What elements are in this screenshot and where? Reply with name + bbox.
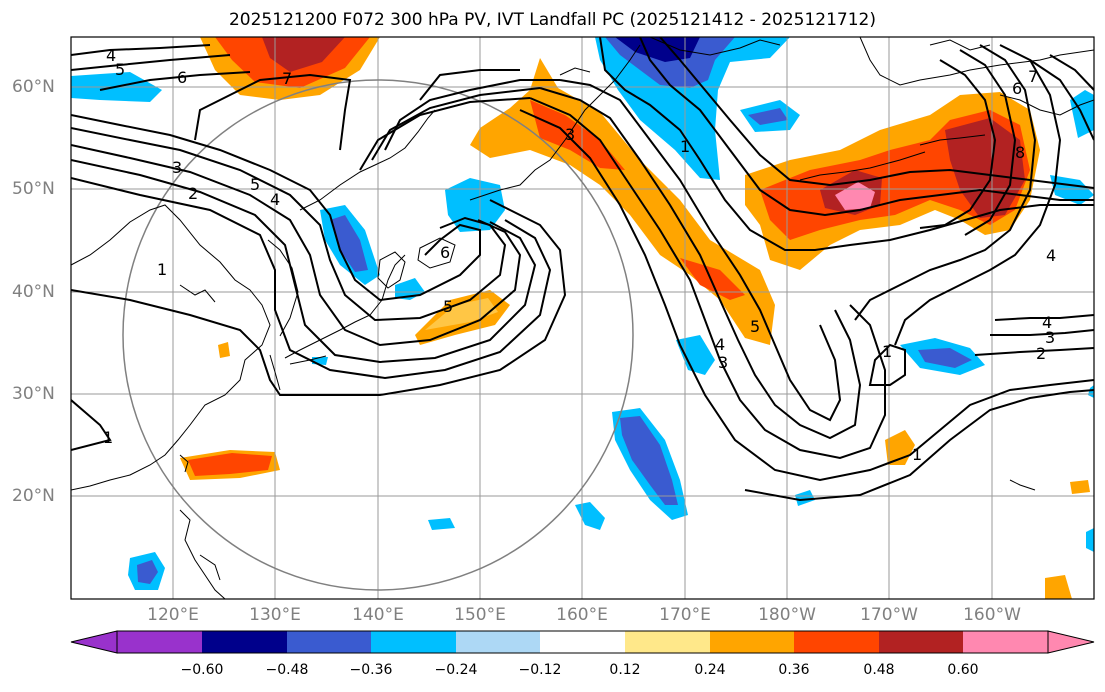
map-title: 2025121200 F072 300 hPa PV, IVT Landfall… bbox=[228, 10, 876, 30]
contour-label-group: 4 5 6 7 5 4 3 2 1 1 6 5 3 1 8 6 7 4 4 3 … bbox=[103, 46, 1056, 464]
colorbar-tick-label: −0.36 bbox=[349, 662, 393, 678]
colorbar-bin bbox=[879, 631, 963, 653]
contour-label: 5 bbox=[250, 175, 260, 194]
longitude-label: 150°E bbox=[454, 605, 506, 625]
contour-label: 5 bbox=[750, 317, 760, 336]
contour-label: 6 bbox=[177, 68, 187, 87]
colorbar-bin bbox=[287, 631, 371, 653]
contour-label: 2 bbox=[1036, 344, 1046, 363]
longitude-label: 160°W bbox=[963, 605, 1021, 625]
contour-label: 4 bbox=[106, 46, 116, 65]
colorbar-tick-label: −0.12 bbox=[518, 662, 562, 678]
colorbar-bin bbox=[710, 631, 794, 653]
latitude-label: 40°N bbox=[12, 282, 55, 302]
colorbar-bin bbox=[540, 631, 625, 653]
contour-label: 5 bbox=[115, 60, 125, 79]
longitude-label: 120°E bbox=[147, 605, 199, 625]
longitude-label: 140°E bbox=[352, 605, 404, 625]
contour-label: 4 bbox=[715, 335, 725, 354]
contour-label: 2 bbox=[188, 184, 198, 203]
pv-shading bbox=[71, 37, 1094, 599]
pv-negative-anomaly-north bbox=[595, 37, 790, 180]
colorbar-tick-label: 0.24 bbox=[694, 662, 726, 678]
contour-label: 1 bbox=[157, 260, 167, 279]
longitude-label: 180°W bbox=[758, 605, 816, 625]
longitude-label: 160°E bbox=[556, 605, 608, 625]
longitude-label: 170°W bbox=[860, 605, 918, 625]
colorbar-tick-label: 0.48 bbox=[863, 662, 895, 678]
colorbar-tick-label: 0.60 bbox=[947, 662, 979, 678]
colorbar-bin bbox=[117, 631, 202, 653]
colorbar-tick-label: −0.24 bbox=[434, 662, 478, 678]
contour-label: 1 bbox=[912, 445, 922, 464]
colorbar-bin bbox=[202, 631, 287, 653]
contour-label: 6 bbox=[1012, 79, 1022, 98]
contour-label: 3 bbox=[718, 353, 728, 372]
latitude-label: 20°N bbox=[12, 486, 55, 506]
contour-label: 1 bbox=[882, 342, 892, 361]
contour-label: 4 bbox=[270, 190, 280, 209]
map-area: 4 5 6 7 5 4 3 2 1 1 6 5 3 1 8 6 7 4 4 3 … bbox=[71, 37, 1094, 599]
longitude-label: 130°E bbox=[249, 605, 301, 625]
colorbar bbox=[70, 630, 1095, 654]
contour-label: 5 bbox=[443, 297, 453, 316]
colorbar-extend-high bbox=[1047, 630, 1095, 654]
colorbar-bin bbox=[794, 631, 879, 653]
contour-label: 4 bbox=[1046, 246, 1056, 265]
contour-label: 7 bbox=[1028, 67, 1038, 86]
pv-positive-anomaly-south bbox=[180, 342, 1090, 599]
latitude-label: 30°N bbox=[12, 384, 55, 404]
colorbar-bin bbox=[456, 631, 540, 653]
contour-label: 4 bbox=[1042, 313, 1052, 332]
pv-contours bbox=[71, 37, 1094, 502]
contour-label: 3 bbox=[565, 125, 575, 144]
colorbar-tick-label: 0.36 bbox=[778, 662, 810, 678]
latitude-label: 50°N bbox=[12, 179, 55, 199]
longitude-label: 170°E bbox=[659, 605, 711, 625]
colorbar-tick-label: 0.12 bbox=[609, 662, 641, 678]
colorbar-bin bbox=[963, 631, 1048, 653]
graticule bbox=[71, 37, 1094, 599]
colorbar-bin bbox=[371, 631, 456, 653]
latitude-label: 60°N bbox=[12, 77, 55, 97]
contour-label: 8 bbox=[1015, 143, 1025, 162]
coastlines bbox=[71, 37, 1094, 599]
colorbar-bin bbox=[625, 631, 710, 653]
colorbar-extend-low bbox=[70, 630, 118, 654]
contour-label: 6 bbox=[440, 243, 450, 262]
contour-label: 1 bbox=[103, 428, 113, 447]
colorbar-tick-label: −0.60 bbox=[180, 662, 224, 678]
contour-label: 3 bbox=[1045, 328, 1055, 347]
landfall-radius-circle bbox=[122, 79, 634, 591]
contour-label: 1 bbox=[680, 137, 690, 156]
colorbar-tick-label: −0.48 bbox=[265, 662, 309, 678]
contour-label: 7 bbox=[282, 69, 292, 88]
pv-positive-streamer bbox=[415, 58, 775, 345]
contour-label: 3 bbox=[172, 158, 182, 177]
colorbar-outline bbox=[116, 630, 1049, 654]
map-frame bbox=[70, 36, 1095, 600]
